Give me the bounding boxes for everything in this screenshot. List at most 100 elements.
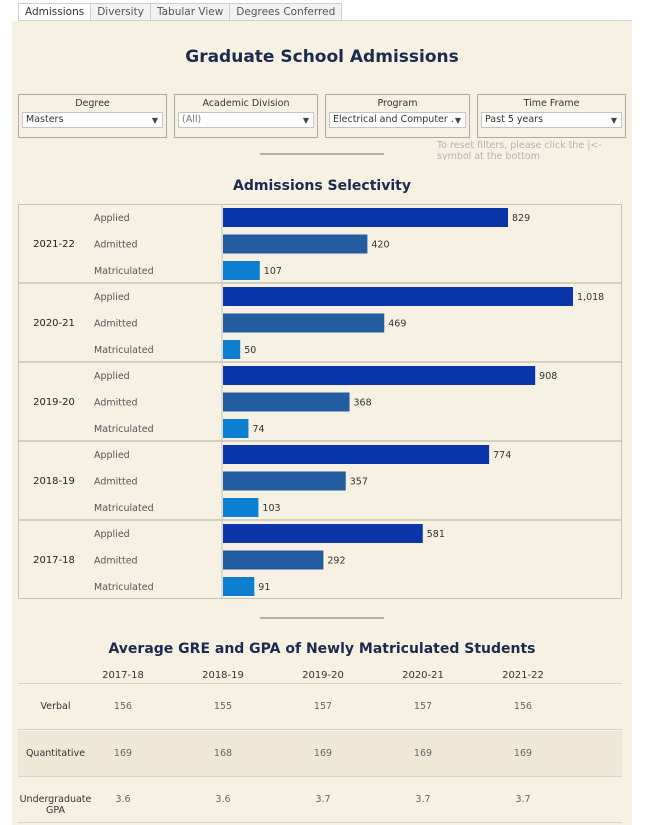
column-header: 2019-20 bbox=[302, 670, 344, 681]
caret-down-icon: ▼ bbox=[151, 116, 158, 125]
table-header-rule bbox=[18, 661, 622, 684]
table-cell: 3.6 bbox=[115, 794, 131, 805]
bar-value-label: 107 bbox=[264, 266, 282, 277]
academic-division-select-value: (All) bbox=[182, 114, 202, 125]
bar-value-label: 50 bbox=[244, 345, 256, 356]
category-label: Matriculated bbox=[94, 424, 154, 435]
filter-degree: Degree Masters ▼ bbox=[18, 94, 167, 138]
bar-matriculated bbox=[223, 577, 255, 596]
bar-applied bbox=[223, 445, 490, 464]
category-label: Applied bbox=[94, 529, 130, 540]
bar-value-label: 74 bbox=[252, 424, 264, 435]
bar-matriculated bbox=[223, 498, 259, 517]
year-label: 2020-21 bbox=[33, 318, 75, 329]
admissions-selectivity-svg: 2021-22 Applied 829 Admitted 420 Matriculated… bbox=[18, 204, 622, 599]
category-label: Matriculated bbox=[94, 503, 154, 514]
filter-time-frame: Time Frame Past 5 years ▼ bbox=[477, 94, 626, 138]
reset-filters-note: To reset filters, please click the |<- s… bbox=[437, 140, 602, 160]
bar-value-label: 368 bbox=[354, 398, 372, 409]
category-label: Matriculated bbox=[94, 345, 154, 356]
bar-applied bbox=[223, 287, 573, 306]
section-divider bbox=[260, 617, 384, 619]
row-label: Quantitative bbox=[25, 747, 86, 759]
table-cell: 169 bbox=[413, 747, 433, 759]
bar-value-label: 908 bbox=[539, 371, 557, 382]
program-select-value: Electrical and Computer ... bbox=[333, 114, 460, 125]
bar-admitted bbox=[223, 313, 385, 333]
tab-tabular-view[interactable]: Tabular View bbox=[150, 3, 231, 21]
bar-value-label: 357 bbox=[350, 477, 368, 488]
column-header: 2018-19 bbox=[202, 670, 244, 681]
bar-value-label: 420 bbox=[371, 240, 389, 251]
category-label: Admitted bbox=[94, 240, 138, 251]
degree-select[interactable]: Masters ▼ bbox=[22, 112, 163, 128]
filter-academic-division: Academic Division (All) ▼ bbox=[174, 94, 318, 138]
bar-value-label: 91 bbox=[258, 582, 270, 593]
bar-matriculated bbox=[223, 419, 249, 438]
filter-academic-division-label: Academic Division bbox=[202, 98, 290, 109]
tab-diversity[interactable]: Diversity bbox=[91, 3, 151, 21]
filter-program: Program Electrical and Computer ... ▼ bbox=[325, 94, 470, 138]
table-cell: 157 bbox=[313, 701, 333, 712]
time-frame-select[interactable]: Past 5 years ▼ bbox=[481, 112, 622, 128]
category-label: Matriculated bbox=[94, 266, 154, 277]
caret-down-icon: ▼ bbox=[452, 114, 461, 127]
table-cell: 3.7 bbox=[515, 794, 531, 805]
filter-degree-label: Degree bbox=[75, 98, 110, 109]
bar-matriculated bbox=[223, 261, 260, 280]
table-cell: 3.6 bbox=[215, 794, 231, 805]
category-label: Admitted bbox=[94, 319, 138, 330]
page-title: Graduate School Admissions bbox=[185, 47, 459, 67]
year-label: 2018-19 bbox=[33, 476, 75, 487]
time-frame-select-value: Past 5 years bbox=[485, 114, 544, 125]
table-cell: 168 bbox=[213, 747, 233, 759]
bar-value-label: 774 bbox=[493, 450, 511, 461]
category-label: Matriculated bbox=[94, 582, 154, 593]
gre-gpa-title: Average GRE and GPA of Newly Matriculate… bbox=[108, 641, 536, 657]
row-label: Undergraduate GPA bbox=[19, 794, 92, 816]
bar-value-label: 1,018 bbox=[577, 292, 604, 303]
column-header: 2021-22 bbox=[502, 670, 544, 681]
academic-division-select[interactable]: (All) ▼ bbox=[178, 112, 314, 128]
table-cell: 156 bbox=[513, 701, 533, 712]
bar-value-label: 829 bbox=[512, 213, 530, 224]
column-header: 2017-18 bbox=[102, 670, 144, 681]
table-cell: 157 bbox=[413, 701, 433, 712]
bar-value-label: 103 bbox=[262, 503, 280, 514]
category-label: Admitted bbox=[94, 477, 138, 488]
table-cell: 169 bbox=[113, 747, 133, 759]
year-label: 2021-22 bbox=[33, 239, 75, 250]
table-cell: 156 bbox=[113, 701, 133, 712]
dashboard-canvas: Graduate School Admissions Degree Master… bbox=[12, 21, 632, 825]
table-cell: 3.7 bbox=[415, 794, 431, 805]
row-label: Verbal bbox=[40, 701, 71, 712]
bar-admitted bbox=[223, 392, 350, 412]
table-cell: 3.7 bbox=[315, 794, 331, 805]
year-label: 2017-18 bbox=[33, 555, 75, 566]
bar-admitted bbox=[223, 234, 368, 254]
category-label: Applied bbox=[94, 371, 130, 382]
chart-frame bbox=[18, 204, 622, 599]
table-cell: 155 bbox=[213, 701, 233, 712]
degree-select-value: Masters bbox=[26, 114, 64, 125]
bar-applied bbox=[223, 208, 509, 227]
table-row: Quantitative 169 168 169 169 169 bbox=[18, 730, 622, 777]
bar-matriculated bbox=[223, 340, 241, 359]
bar-value-label: 292 bbox=[327, 556, 345, 567]
program-select[interactable]: Electrical and Computer ... ▼ bbox=[329, 112, 466, 128]
year-label: 2019-20 bbox=[33, 397, 75, 408]
bar-admitted bbox=[223, 550, 324, 570]
tab-admissions[interactable]: Admissions bbox=[18, 3, 92, 21]
table-cell: 169 bbox=[513, 747, 533, 759]
table-row: Verbal 156 155 157 157 156 bbox=[18, 684, 622, 730]
tab-degrees-conferred[interactable]: Degrees Conferred bbox=[230, 3, 343, 21]
selectivity-title: Admissions Selectivity bbox=[233, 178, 411, 194]
filter-time-frame-label: Time Frame bbox=[523, 98, 580, 109]
category-label: Admitted bbox=[94, 398, 138, 409]
bar-value-label: 581 bbox=[427, 529, 445, 540]
category-label: Applied bbox=[94, 213, 130, 224]
table-row: Undergraduate GPA 3.6 3.6 3.7 3.7 3.7 bbox=[18, 777, 622, 823]
dashboard-tab-strip: Admissions Diversity Tabular View Degree… bbox=[18, 3, 343, 21]
bar-admitted bbox=[223, 471, 346, 491]
tab-strip-divider bbox=[18, 20, 632, 21]
